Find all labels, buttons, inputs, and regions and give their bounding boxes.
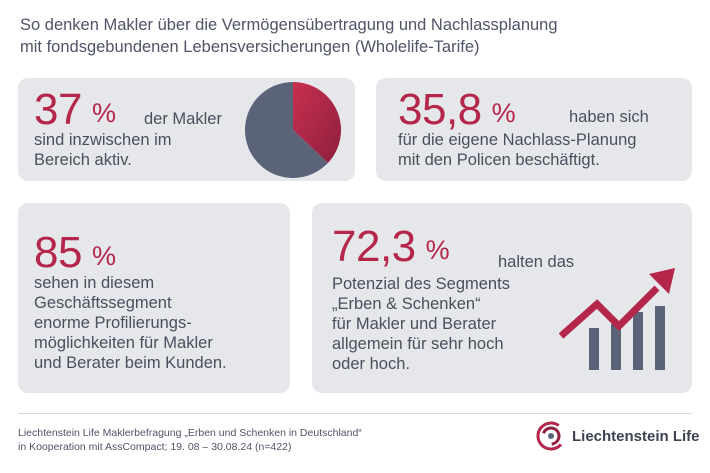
stat-inline-text: der Makler [144, 110, 222, 128]
stat-description: Potenzial des Segments „Erben & Schenken… [332, 274, 510, 374]
stat-line: enorme Profilierungs- [34, 314, 192, 332]
pie-chart [245, 82, 341, 178]
pie-slice-remainder [245, 82, 328, 178]
stat-value: 72,3% [332, 222, 450, 274]
stat-card-segment-potential: 72,3% halten das Potenzial des Segments … [312, 203, 692, 393]
stat-unit: % [425, 235, 450, 265]
source-note: Liechtenstein Life Maklerbefragung „Erbe… [18, 426, 362, 454]
stat-line: für die eigene Nachlass-Planung [398, 131, 637, 149]
growth-bar-icon [589, 328, 599, 370]
stat-line: sind inzwischen im [34, 131, 172, 149]
stat-line: möglichkeiten für Makler [34, 334, 213, 352]
liechtenstein-life-logo-icon [536, 421, 566, 451]
growth-bar-icon [655, 306, 665, 370]
trend-line-icon [559, 285, 660, 339]
pie-slice-active [293, 82, 341, 163]
stat-number: 35,8 [398, 85, 482, 134]
stat-line: Geschäftssegment [34, 294, 172, 312]
growth-bar-icon [611, 324, 621, 370]
stat-value: 85% [34, 228, 116, 280]
title-line-1: So denken Makler über die Vermögensübert… [20, 16, 558, 34]
stat-line: allgemein für sehr hoch [332, 335, 504, 353]
stat-line: oder hoch. [332, 355, 410, 373]
stat-description: für die eigene Nachlass-Planung mit den … [398, 130, 637, 170]
stat-unit: % [91, 241, 116, 271]
stat-card-own-estate-planning: 35,8% haben sich für die eigene Nachlass… [376, 78, 692, 181]
stat-line: und Berater beim Kunden. [34, 354, 227, 372]
stat-line: Potenzial des Segments [332, 275, 510, 293]
stat-value: 37% [34, 85, 116, 137]
stat-line: „Erben & Schenken“ [332, 295, 481, 313]
growth-chart-icon [559, 268, 675, 370]
stat-inline-text: haben sich [569, 108, 649, 126]
source-line-2: in Kooperation mit AssCompact; 19. 08 – … [18, 441, 292, 453]
stat-description: sehen in diesem Geschäftssegment enorme … [34, 273, 227, 373]
brand-name: Liechtenstein Life [572, 428, 700, 445]
stat-line: sehen in diesem [34, 274, 155, 292]
stat-line: Bereich aktiv. [34, 151, 132, 169]
stat-unit: % [91, 98, 116, 128]
growth-bar-icon [633, 312, 643, 370]
stat-inline-text: halten das [498, 253, 575, 271]
stat-number: 85 [34, 228, 82, 277]
stat-card-profiling-opportunities: 85% sehen in diesem Geschäftssegment eno… [18, 203, 290, 393]
title-line-2: mit fondsgebundenen Lebensversicherungen… [20, 38, 480, 56]
stat-description: sind inzwischen im Bereich aktiv. [34, 130, 172, 170]
stat-number: 37 [34, 85, 82, 134]
trend-arrowhead-icon [649, 268, 675, 294]
stat-line: mit den Policen beschäftigt. [398, 151, 600, 169]
stat-value: 35,8% [398, 85, 516, 137]
stat-number: 72,3 [332, 222, 416, 271]
stat-line: für Makler und Berater [332, 315, 497, 333]
stat-card-active-brokers: 37% der Makler sind inzwischen im Bereic… [18, 78, 355, 181]
page-title: So denken Makler über die Vermögensübert… [20, 14, 700, 58]
stat-unit: % [491, 98, 516, 128]
footer-divider [18, 413, 692, 414]
source-line-1: Liechtenstein Life Maklerbefragung „Erbe… [18, 427, 362, 439]
